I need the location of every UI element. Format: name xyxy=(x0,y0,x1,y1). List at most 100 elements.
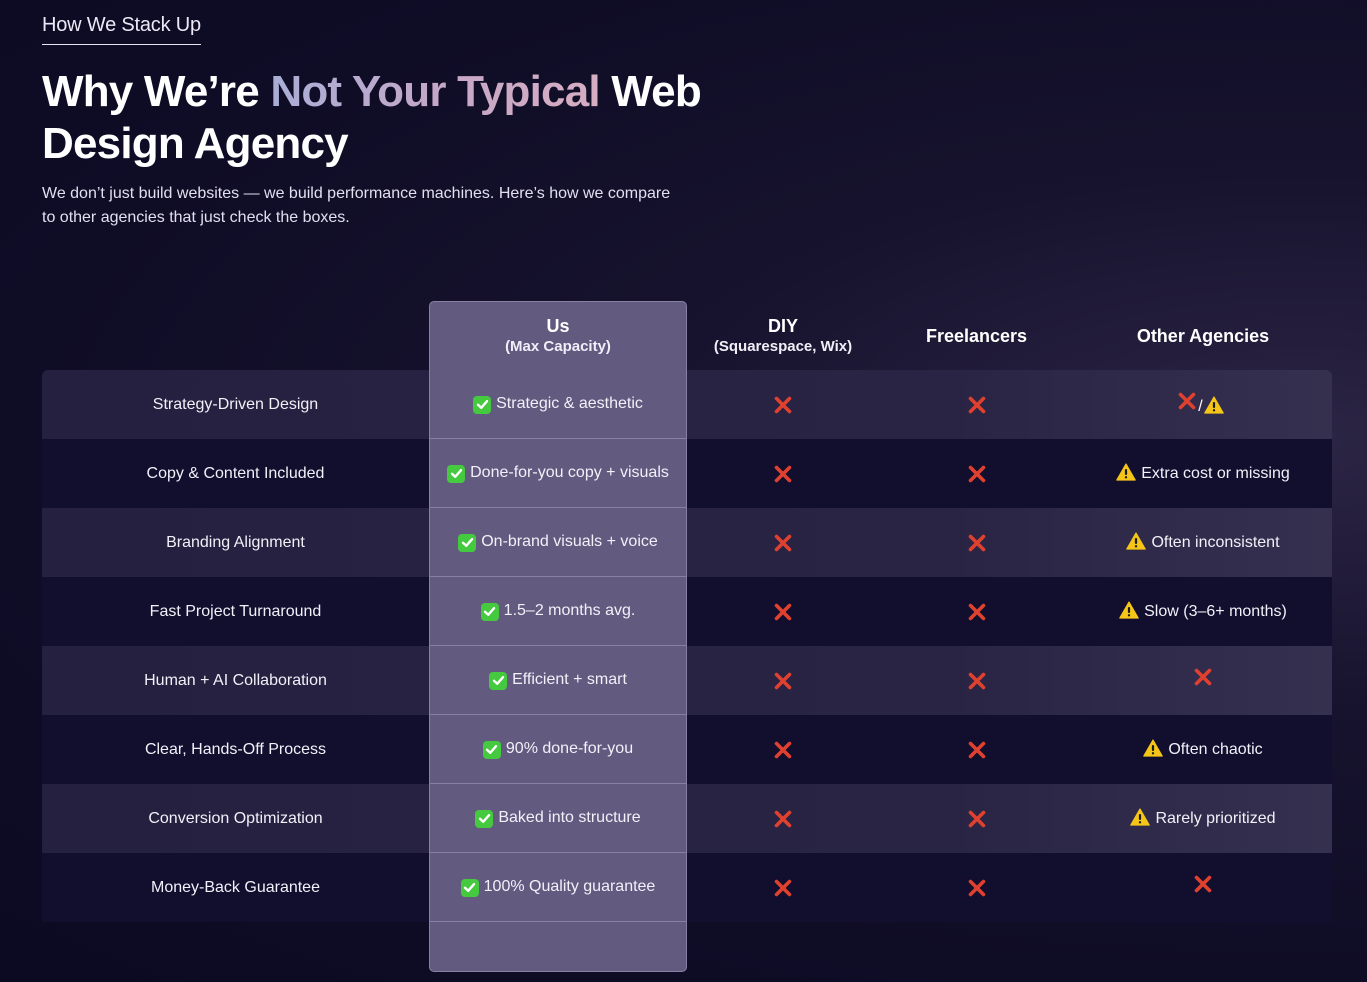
page-title: Why We’re Not Your Typical Web Design Ag… xyxy=(42,66,742,170)
feature-label: Fast Project Turnaround xyxy=(149,602,322,620)
column-header-freelancers: Freelancers xyxy=(879,301,1074,370)
other-agencies-cell: Often inconsistent xyxy=(1074,508,1332,577)
check-icon xyxy=(482,740,501,759)
cross-icon xyxy=(1194,668,1212,685)
column-title-us: Us xyxy=(546,315,570,336)
other-agencies-text: Slow (3–6+ months) xyxy=(1144,602,1287,620)
freelancers-cell xyxy=(879,784,1074,853)
us-cell-text: 90% done-for-you xyxy=(505,740,634,757)
cross-icon xyxy=(774,741,792,758)
check-icon xyxy=(480,602,499,621)
column-subtitle-diy: (Squarespace, Wix) xyxy=(713,337,853,355)
cross-icon xyxy=(774,603,792,620)
other-agencies-cell: Extra cost or missing xyxy=(1074,439,1332,508)
us-cell-text: Baked into structure xyxy=(498,809,641,826)
cross-icon xyxy=(968,534,985,551)
warning-icon xyxy=(1203,395,1224,414)
column-title-freelancers: Freelancers xyxy=(925,325,1028,346)
slash-separator: / xyxy=(1198,397,1203,415)
feature-label: Copy & Content Included xyxy=(146,464,325,482)
table-row: Money-Back Guarantee 100% Quality guarant… xyxy=(42,853,1332,922)
diy-cell xyxy=(687,508,879,577)
title-part-1: Why We’re xyxy=(42,67,271,116)
other-agencies-text: Extra cost or missing xyxy=(1141,464,1290,482)
check-icon xyxy=(460,878,479,897)
cross-icon xyxy=(1178,392,1196,409)
section-eyebrow: How We Stack Up xyxy=(42,14,201,45)
table-row: Fast Project Turnaround 1.5–2 months avg.… xyxy=(42,577,1332,646)
us-cell: 90% done-for-you xyxy=(429,715,687,784)
us-cell-text: Efficient + smart xyxy=(512,671,627,688)
page-subtitle: We don’t just build websites — we build … xyxy=(42,185,671,226)
other-agencies-cell xyxy=(1074,646,1332,715)
us-cell: On-brand visuals + voice xyxy=(429,508,687,577)
us-cell: Done-for-you copy + visuals xyxy=(429,439,687,508)
cross-icon xyxy=(774,879,792,896)
table-row: Branding Alignment On-brand visuals + voi… xyxy=(42,508,1332,577)
feature-label: Money-Back Guarantee xyxy=(151,878,320,896)
other-agencies-cell: / xyxy=(1074,370,1332,439)
column-subtitle-us: (Max Capacity) xyxy=(505,337,611,355)
cross-icon xyxy=(968,465,985,482)
column-title-diy: DIY xyxy=(767,315,798,336)
cross-icon xyxy=(968,810,985,827)
cross-icon xyxy=(774,465,792,482)
us-cell-text: Strategic & aesthetic xyxy=(496,395,643,412)
warning-icon xyxy=(1126,531,1147,550)
other-agencies-text: Often chaotic xyxy=(1168,740,1263,758)
us-cell: Baked into structure xyxy=(429,784,687,853)
table-row: Strategy-Driven Design Strategic & aesthe… xyxy=(42,370,1332,439)
other-agencies-cell: Often chaotic xyxy=(1074,715,1332,784)
cross-icon xyxy=(968,396,985,413)
check-icon xyxy=(458,533,477,552)
freelancers-cell xyxy=(879,508,1074,577)
other-agencies-text: Often inconsistent xyxy=(1151,533,1280,551)
us-cell-text: Done-for-you copy + visuals xyxy=(470,464,669,481)
other-agencies-cell: Rarely prioritized xyxy=(1074,784,1332,853)
us-column-highlight xyxy=(429,301,687,972)
us-cell: 100% Quality guarantee xyxy=(429,853,687,922)
warning-icon xyxy=(1116,462,1137,481)
check-icon xyxy=(489,671,508,690)
diy-cell xyxy=(687,370,879,439)
title-highlight: Not Your Typical xyxy=(270,67,600,116)
check-icon xyxy=(447,464,466,483)
us-cell-text: On-brand visuals + voice xyxy=(481,533,658,550)
cross-icon xyxy=(968,741,985,758)
feature-label: Clear, Hands-Off Process xyxy=(144,740,327,758)
warning-icon xyxy=(1143,738,1164,757)
cross-icon xyxy=(968,672,985,689)
us-cell-text: 1.5–2 months avg. xyxy=(503,602,636,619)
other-agencies-text: Rarely prioritized xyxy=(1155,809,1276,827)
diy-cell xyxy=(687,784,879,853)
column-title-other-agencies: Other Agencies xyxy=(1136,325,1270,346)
other-agencies-cell xyxy=(1074,853,1332,922)
column-header-other-agencies: Other Agencies xyxy=(1074,301,1332,370)
column-header-us: Us (Max Capacity) xyxy=(429,301,687,370)
cross-icon xyxy=(774,810,792,827)
cross-icon xyxy=(774,534,792,551)
diy-cell xyxy=(687,715,879,784)
freelancers-cell xyxy=(879,439,1074,508)
feature-label: Conversion Optimization xyxy=(148,809,323,827)
freelancers-cell xyxy=(879,715,1074,784)
cross-icon xyxy=(968,603,985,620)
diy-cell xyxy=(687,439,879,508)
feature-label: Branding Alignment xyxy=(166,533,305,551)
title-part-2: Web Design Agency xyxy=(42,67,702,168)
table-row: Conversion Optimization Baked into struct… xyxy=(42,784,1332,853)
freelancers-cell xyxy=(879,577,1074,646)
cross-icon xyxy=(774,672,792,689)
check-icon xyxy=(475,809,494,828)
column-header-diy: DIY (Squarespace, Wix) xyxy=(687,301,879,370)
us-cell: 1.5–2 months avg. xyxy=(429,577,687,646)
freelancers-cell xyxy=(879,370,1074,439)
table-row: Clear, Hands-Off Process 90% done-for-you… xyxy=(42,715,1332,784)
table-row: Human + AI Collaboration Efficient + smar… xyxy=(42,646,1332,715)
check-icon xyxy=(473,395,492,414)
warning-icon xyxy=(1119,600,1139,619)
freelancers-cell xyxy=(879,853,1074,922)
cross-icon xyxy=(1194,875,1212,892)
us-cell: Strategic & aesthetic xyxy=(429,370,687,439)
cross-icon xyxy=(774,396,792,413)
